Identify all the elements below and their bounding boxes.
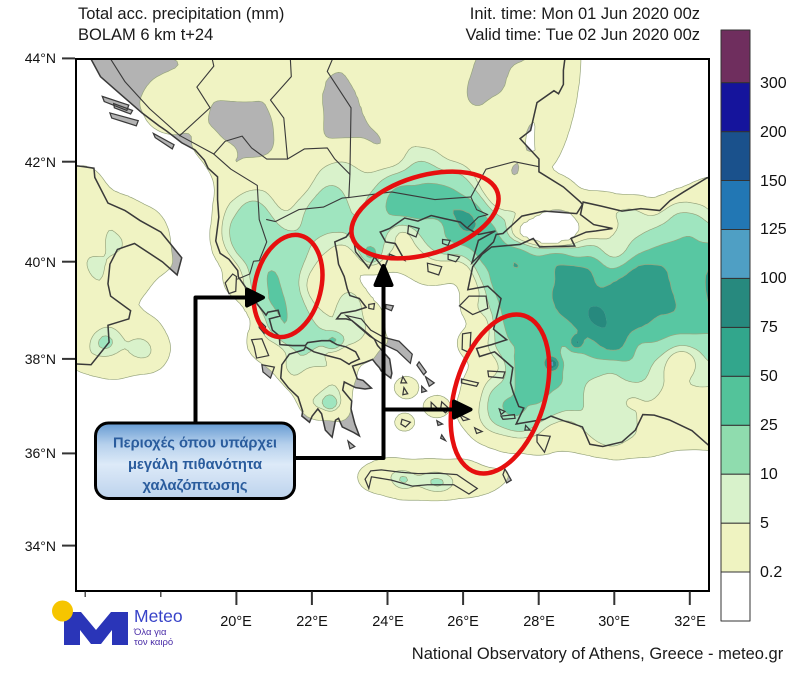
svg-text:Meteo: Meteo bbox=[134, 606, 183, 626]
svg-text:χαλαζόπτωσης: χαλαζόπτωσης bbox=[143, 478, 248, 494]
svg-text:100: 100 bbox=[760, 270, 787, 287]
svg-text:Περιοχές όπου υπάρχει: Περιοχές όπου υπάρχει bbox=[113, 436, 277, 452]
svg-text:10: 10 bbox=[760, 466, 778, 483]
svg-text:Όλα για: Όλα για bbox=[133, 627, 167, 638]
svg-text:0.2: 0.2 bbox=[760, 564, 782, 581]
svg-text:150: 150 bbox=[760, 173, 787, 190]
svg-text:μεγάλη πιθανότητα: μεγάλη πιθανότητα bbox=[128, 457, 262, 473]
svg-text:125: 125 bbox=[760, 221, 787, 238]
svg-text:50: 50 bbox=[760, 368, 778, 385]
svg-text:75: 75 bbox=[760, 319, 778, 336]
svg-text:5: 5 bbox=[760, 515, 769, 532]
svg-text:300: 300 bbox=[760, 75, 787, 92]
svg-text:200: 200 bbox=[760, 124, 787, 141]
svg-text:25: 25 bbox=[760, 417, 778, 434]
svg-text:τον καιρό: τον καιρό bbox=[134, 637, 173, 648]
